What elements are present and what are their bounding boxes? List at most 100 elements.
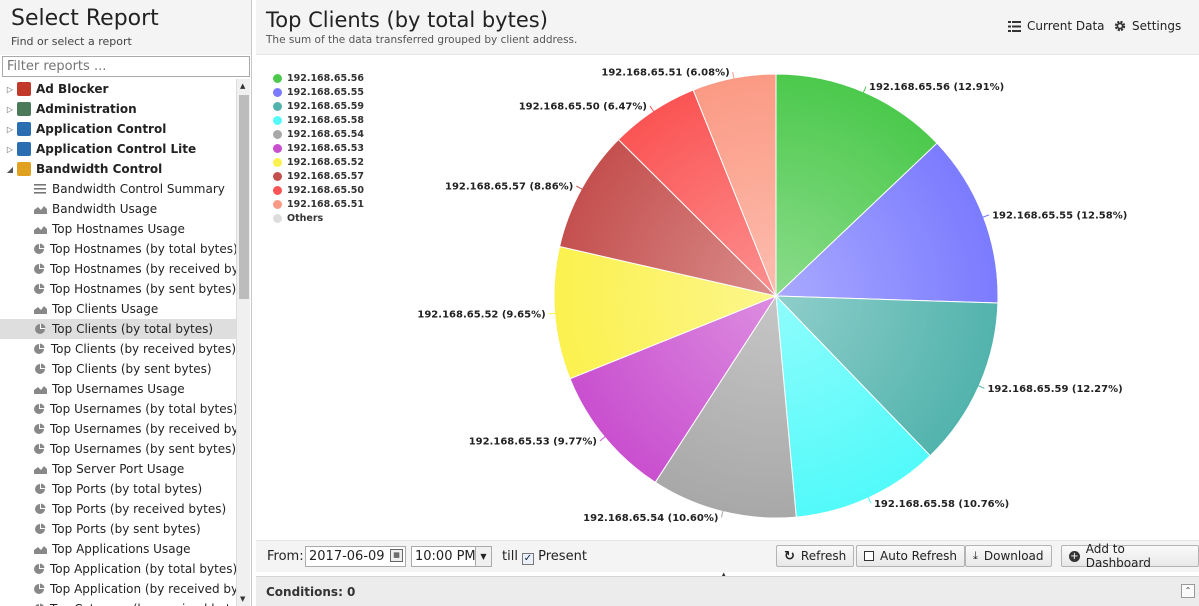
tree-category-label: Ad Blocker <box>36 82 109 96</box>
legend-item[interactable]: 192.168.65.50 <box>273 183 364 197</box>
report-view-panel: Top Clients (by total bytes) The sum of … <box>256 0 1199 606</box>
filter-reports-input[interactable] <box>2 56 250 77</box>
from-time-field[interactable]: 10:00 PM ▼ <box>411 546 492 567</box>
legend-item[interactable]: 192.168.65.53 <box>273 141 364 155</box>
report-tree-scrollbar[interactable]: ▲ ▼ <box>236 79 250 606</box>
tree-category[interactable]: ◢ Bandwidth Control <box>0 159 236 179</box>
chevron-down-icon[interactable]: ▼ <box>475 547 491 566</box>
report-list-item[interactable]: Top Clients (by received bytes) <box>0 339 236 359</box>
legend-swatch <box>273 115 282 125</box>
report-list-item[interactable]: Top Usernames (by total bytes) <box>0 399 236 419</box>
pie-label-connector <box>732 72 735 80</box>
report-list-item[interactable]: Top Applications Usage <box>0 539 236 559</box>
pie-label-connector <box>599 436 606 442</box>
report-list-item[interactable]: Top Hostnames Usage <box>0 219 236 239</box>
report-list-item-label: Top Category (by received bytes) <box>50 602 236 606</box>
legend-swatch <box>273 213 282 223</box>
legend-swatch <box>273 129 282 139</box>
report-subtitle: The sum of the data transferred grouped … <box>266 34 578 46</box>
report-selector-panel: Select Report Find or select a report ▷ A… <box>0 0 252 606</box>
add-to-dashboard-button[interactable]: + Add to Dashboard <box>1061 542 1199 570</box>
pie-label-connector <box>982 214 990 218</box>
tree-category[interactable]: ▷ Application Control <box>0 119 236 139</box>
report-list-item[interactable]: Top Usernames (by sent bytes) <box>0 439 236 459</box>
report-list-item[interactable]: Top Clients (by total bytes) <box>0 319 236 339</box>
present-checkbox[interactable]: ✓ <box>522 553 534 565</box>
pie-chart-icon <box>33 282 45 296</box>
pie-label-connector <box>862 86 867 94</box>
report-list-item[interactable]: Top Ports (by received bytes) <box>0 499 236 519</box>
calendar-icon[interactable]: ▦ <box>390 549 403 562</box>
category-icon <box>17 122 31 136</box>
current-data-button[interactable]: Current Data <box>1008 19 1105 33</box>
report-list-item[interactable]: Top Category (by received bytes) <box>0 599 236 606</box>
collapsed-arrow-icon[interactable]: ▷ <box>6 144 14 154</box>
legend-item[interactable]: Others <box>273 211 364 225</box>
pie-chart-icon <box>33 602 45 606</box>
from-date-field[interactable]: 2017-06-09 ▦ <box>305 546 406 567</box>
download-button[interactable]: ⤓ Download <box>965 545 1052 567</box>
scroll-up-arrow[interactable]: ▲ <box>240 82 246 90</box>
tree-category[interactable]: ▷ Ad Blocker <box>0 79 236 99</box>
report-list-item-label: Top Usernames Usage <box>52 382 185 396</box>
report-toolbar: From: 2017-06-09 ▦ 10:00 PM ▼ till ✓ Pre… <box>256 540 1199 572</box>
scrollbar-thumb[interactable] <box>239 95 249 299</box>
square-icon <box>864 551 874 561</box>
report-list-item[interactable]: Top Application (by received bytes) <box>0 579 236 599</box>
report-list-item[interactable]: Bandwidth Usage <box>0 199 236 219</box>
collapse-icon[interactable]: ⌃ <box>1181 584 1195 598</box>
pie-data-label: 192.168.65.53 (9.77%) <box>469 436 597 447</box>
report-list-item[interactable]: Top Clients (by sent bytes) <box>0 359 236 379</box>
present-checkbox-group[interactable]: ✓ Present <box>522 549 587 565</box>
collapsed-arrow-icon[interactable]: ▷ <box>6 84 14 94</box>
legend-label: 192.168.65.51 <box>287 198 364 210</box>
report-list-item[interactable]: Top Application (by total bytes) <box>0 559 236 579</box>
legend-item[interactable]: 192.168.65.59 <box>273 99 364 113</box>
report-list-item[interactable]: Top Clients Usage <box>0 299 236 319</box>
legend-label: 192.168.65.56 <box>287 72 364 84</box>
legend-item[interactable]: 192.168.65.56 <box>273 71 364 85</box>
report-list-item[interactable]: Top Server Port Usage <box>0 459 236 479</box>
list-icon <box>33 182 47 196</box>
report-header: Top Clients (by total bytes) The sum of … <box>256 0 1199 55</box>
legend-item[interactable]: 192.168.65.54 <box>273 127 364 141</box>
report-list-item[interactable]: Top Hostnames (by received byte... <box>0 259 236 279</box>
pie-label-connector <box>867 496 872 504</box>
legend-item[interactable]: 192.168.65.51 <box>273 197 364 211</box>
pie-chart-area: 192.168.65.56 192.168.65.55 192.168.65.59 1… <box>256 56 1199 540</box>
report-list-item[interactable]: Top Ports (by sent bytes) <box>0 519 236 539</box>
legend-item[interactable]: 192.168.65.52 <box>273 155 364 169</box>
report-list-item-label: Top Hostnames (by received byte... <box>50 262 236 276</box>
collapsed-arrow-icon[interactable]: ▷ <box>6 104 14 114</box>
legend-item[interactable]: 192.168.65.55 <box>273 85 364 99</box>
settings-button[interactable]: Settings <box>1114 19 1181 33</box>
pie-chart-icon <box>33 482 47 496</box>
splitter-handle-icon[interactable]: ▲ <box>721 571 727 579</box>
report-list-item[interactable]: Top Usernames (by received bytes) <box>0 419 236 439</box>
pie-chart-icon <box>33 242 45 256</box>
legend-item[interactable]: 192.168.65.57 <box>273 169 364 183</box>
pie-chart-icon <box>33 262 45 276</box>
pie-chart-icon <box>33 362 47 376</box>
report-list-item[interactable]: Bandwidth Control Summary <box>0 179 236 199</box>
scroll-down-arrow[interactable]: ▼ <box>240 595 246 603</box>
report-list-item[interactable]: Top Usernames Usage <box>0 379 236 399</box>
auto-refresh-button[interactable]: Auto Refresh <box>856 545 965 567</box>
expanded-arrow-icon[interactable]: ◢ <box>6 164 14 174</box>
collapsed-arrow-icon[interactable]: ▷ <box>6 124 14 134</box>
report-list-item[interactable]: Top Hostnames (by sent bytes) <box>0 279 236 299</box>
legend-item[interactable]: 192.168.65.58 <box>273 113 364 127</box>
report-list-item[interactable]: Top Hostnames (by total bytes) <box>0 239 236 259</box>
pie-data-label: 192.168.65.59 (12.27%) <box>987 384 1122 395</box>
legend-label: 192.168.65.55 <box>287 86 364 98</box>
tree-category[interactable]: ▷ Application Control Lite <box>0 139 236 159</box>
refresh-button[interactable]: ↻ Refresh <box>776 545 855 567</box>
legend-swatch <box>273 101 282 111</box>
report-list-item-label: Top Hostnames Usage <box>52 222 185 236</box>
add-to-dashboard-label: Add to Dashboard <box>1085 542 1151 570</box>
report-list-item[interactable]: Top Ports (by total bytes) <box>0 479 236 499</box>
report-title: Top Clients (by total bytes) <box>266 8 548 32</box>
pie-data-label: 192.168.65.50 (6.47%) <box>519 101 647 112</box>
tree-category[interactable]: ▷ Administration <box>0 99 236 119</box>
from-date-value: 2017-06-09 <box>309 549 385 564</box>
